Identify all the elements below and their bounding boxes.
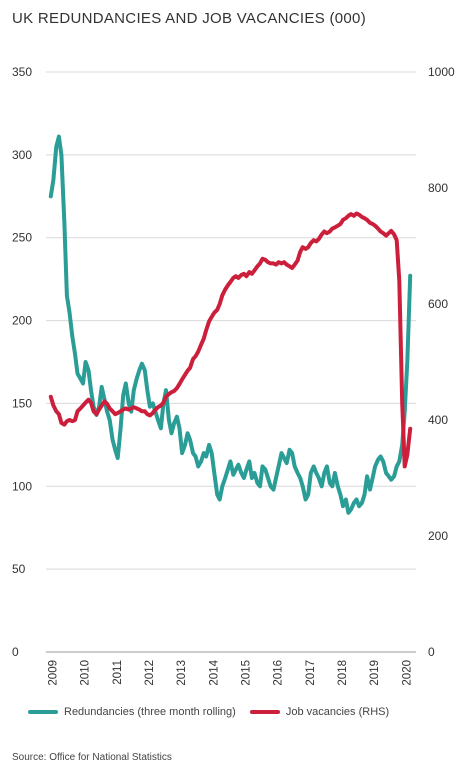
y-right-tick-label: 400	[428, 413, 448, 427]
x-tick-label: 2012	[144, 660, 156, 686]
y-right-tick-label: 1000	[428, 65, 455, 79]
y-left-tick-label: 50	[12, 562, 26, 576]
legend-swatch-vacancies	[249, 710, 280, 714]
y-left-tick-label: 250	[12, 231, 32, 245]
legend-swatch-redundancies	[28, 710, 58, 714]
legend-item-vacancies: Job vacancies (RHS)	[249, 706, 390, 718]
y-axis-left: 0 50 100 150 200 250 300 350	[12, 65, 32, 659]
chart-title: UK REDUNDANCIES AND JOB VACANCIES (000)	[12, 10, 366, 27]
x-tick-label: 2020	[401, 660, 413, 686]
y-axis-right: 0 200 400 600 800 1000	[428, 65, 455, 659]
y-left-tick-label: 300	[12, 148, 32, 162]
x-tick-label: 2014	[208, 659, 220, 685]
x-tick-label: 2009	[47, 660, 59, 686]
x-tick-label: 2019	[369, 660, 381, 686]
y-left-tick-label: 350	[12, 65, 32, 79]
x-tick-label: 2017	[305, 660, 317, 686]
legend-item-redundancies: Redundancies (three month rolling)	[28, 706, 236, 718]
y-right-tick-label: 600	[428, 297, 448, 311]
redundancies-line	[48, 134, 413, 515]
y-right-tick-label: 0	[428, 645, 435, 659]
x-tick-label: 2010	[80, 660, 92, 686]
x-tick-label: 2015	[240, 660, 252, 686]
x-tick-label: 2011	[112, 660, 124, 685]
x-tick-label: 2016	[273, 660, 285, 686]
y-left-tick-label: 150	[12, 396, 32, 410]
legend-label-vacancies: Job vacancies (RHS)	[285, 706, 390, 718]
x-tick-label: 2018	[337, 660, 349, 686]
legend: Redundancies (three month rolling) Job v…	[28, 706, 403, 718]
grid-lines	[46, 71, 416, 653]
y-left-tick-label: 0	[12, 645, 19, 659]
legend-label-redundancies: Redundancies (three month rolling)	[64, 706, 236, 718]
vacancies-line	[48, 211, 413, 469]
y-left-tick-label: 200	[12, 314, 32, 328]
x-tick-label: 2013	[176, 660, 188, 686]
x-axis: 2009 2010 2011 2012 2013 2014 2015 2016 2017 2018…	[47, 659, 413, 685]
y-left-tick-label: 100	[12, 479, 32, 493]
series-lines	[48, 134, 413, 515]
y-right-tick-label: 200	[428, 529, 448, 543]
source-note: Source: Office for National Statistics	[12, 752, 172, 763]
y-right-tick-label: 800	[428, 181, 448, 195]
